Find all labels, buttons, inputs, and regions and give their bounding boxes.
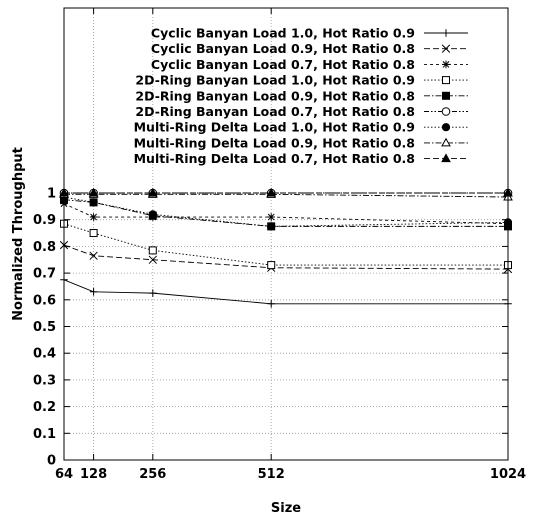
data-point (267, 213, 275, 221)
x-tick-label: 1024 (490, 467, 526, 482)
x-tick-label: 512 (258, 467, 285, 482)
legend-label: Cyclic Banyan Load 0.7, Hot Ratio 0.8 (151, 57, 415, 72)
x-axis-title: Size (271, 501, 301, 516)
data-point (148, 255, 157, 264)
series-line (63, 223, 508, 266)
data-point (266, 187, 277, 197)
series-line (63, 279, 508, 305)
data-point (441, 44, 451, 53)
data-point (89, 287, 98, 296)
legend-label: 2D-Ring Banyan Load 0.7, Hot Ratio 0.8 (135, 104, 415, 119)
data-point (441, 137, 451, 147)
x-tick-label: 64 (55, 467, 73, 482)
data-point (89, 213, 98, 221)
series-group (60, 219, 512, 270)
data-point (441, 107, 451, 116)
data-point (267, 261, 276, 270)
data-point (89, 229, 98, 238)
legend-label: 2D-Ring Banyan Load 1.0, Hot Ratio 0.9 (135, 73, 415, 88)
y-tick-label: 0.2 (33, 400, 56, 415)
x-tick-label: 256 (139, 467, 166, 482)
legend: Cyclic Banyan Load 1.0, Hot Ratio 0.9Cyc… (134, 26, 468, 166)
y-tick-label: 0.9 (33, 213, 56, 228)
y-tick-label: 0.8 (33, 240, 56, 255)
legend-label: Multi-Ring Delta Load 1.0, Hot Ratio 0.9 (134, 120, 415, 135)
plot-frame (63, 7, 509, 461)
y-tick-label: 0 (47, 454, 56, 469)
series-line (63, 199, 508, 227)
series-group (59, 192, 513, 231)
series-lines (59, 187, 513, 308)
data-point (441, 123, 451, 132)
data-point (442, 76, 450, 85)
series-line (64, 193, 509, 198)
y-tick-label: 0.3 (33, 373, 56, 388)
data-point (148, 246, 157, 255)
data-point (89, 198, 98, 207)
series-group (60, 195, 512, 231)
data-point (442, 60, 450, 69)
data-point (267, 300, 275, 308)
legend-label: Multi-Ring Delta Load 0.7, Hot Ratio 0.8 (134, 151, 415, 166)
data-point (89, 251, 98, 260)
series-group (60, 275, 512, 308)
data-point (148, 210, 157, 219)
legend-label: Multi-Ring Delta Load 0.9, Hot Ratio 0.8 (134, 135, 415, 150)
y-tick-label: 0.5 (33, 320, 56, 335)
data-point (441, 153, 451, 163)
series-line (63, 196, 509, 227)
data-point (149, 289, 157, 297)
series-line (63, 203, 509, 225)
y-axis-title: Normalized Throughput (11, 147, 26, 321)
x-tick-label: 128 (80, 467, 107, 482)
data-point (442, 29, 450, 37)
data-point (88, 187, 99, 197)
series-group (59, 189, 513, 201)
legend-label: Cyclic Banyan Load 0.9, Hot Ratio 0.8 (151, 41, 415, 56)
data-point (147, 187, 158, 197)
y-tick-label: 0.4 (33, 347, 56, 362)
grid (64, 8, 508, 460)
y-tick-label: 1 (47, 187, 56, 202)
data-point (442, 91, 450, 100)
legend-label: Cyclic Banyan Load 1.0, Hot Ratio 0.9 (151, 26, 415, 41)
legend-label: 2D-Ring Banyan Load 0.9, Hot Ratio 0.8 (135, 88, 415, 103)
y-tick-label: 0.6 (33, 293, 56, 308)
y-tick-label: 0.7 (33, 267, 56, 282)
y-tick-label: 0.1 (33, 427, 56, 442)
data-point (267, 222, 276, 231)
axis-ticks: 0 0.1 0.2 0.3 0.4 0.5 0.6 0.7 0.8 0.9 1 64 128 256 512… (33, 8, 526, 482)
